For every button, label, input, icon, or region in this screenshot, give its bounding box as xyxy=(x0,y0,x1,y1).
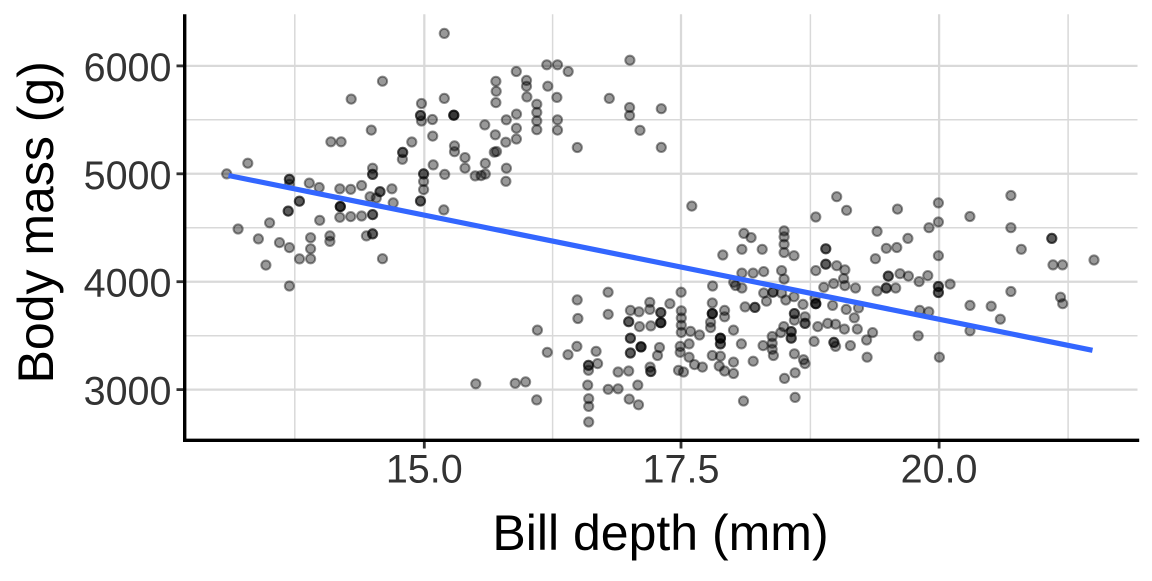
svg-text:20.0: 20.0 xyxy=(901,448,978,492)
svg-text:3000: 3000 xyxy=(84,370,172,414)
svg-text:Bill depth (mm): Bill depth (mm) xyxy=(492,505,828,561)
svg-text:4000: 4000 xyxy=(84,262,172,306)
svg-text:15.0: 15.0 xyxy=(386,448,463,492)
svg-text:17.5: 17.5 xyxy=(643,448,720,492)
svg-text:6000: 6000 xyxy=(84,46,172,90)
svg-text:Body mass (g): Body mass (g) xyxy=(8,61,64,383)
svg-text:5000: 5000 xyxy=(84,154,172,198)
